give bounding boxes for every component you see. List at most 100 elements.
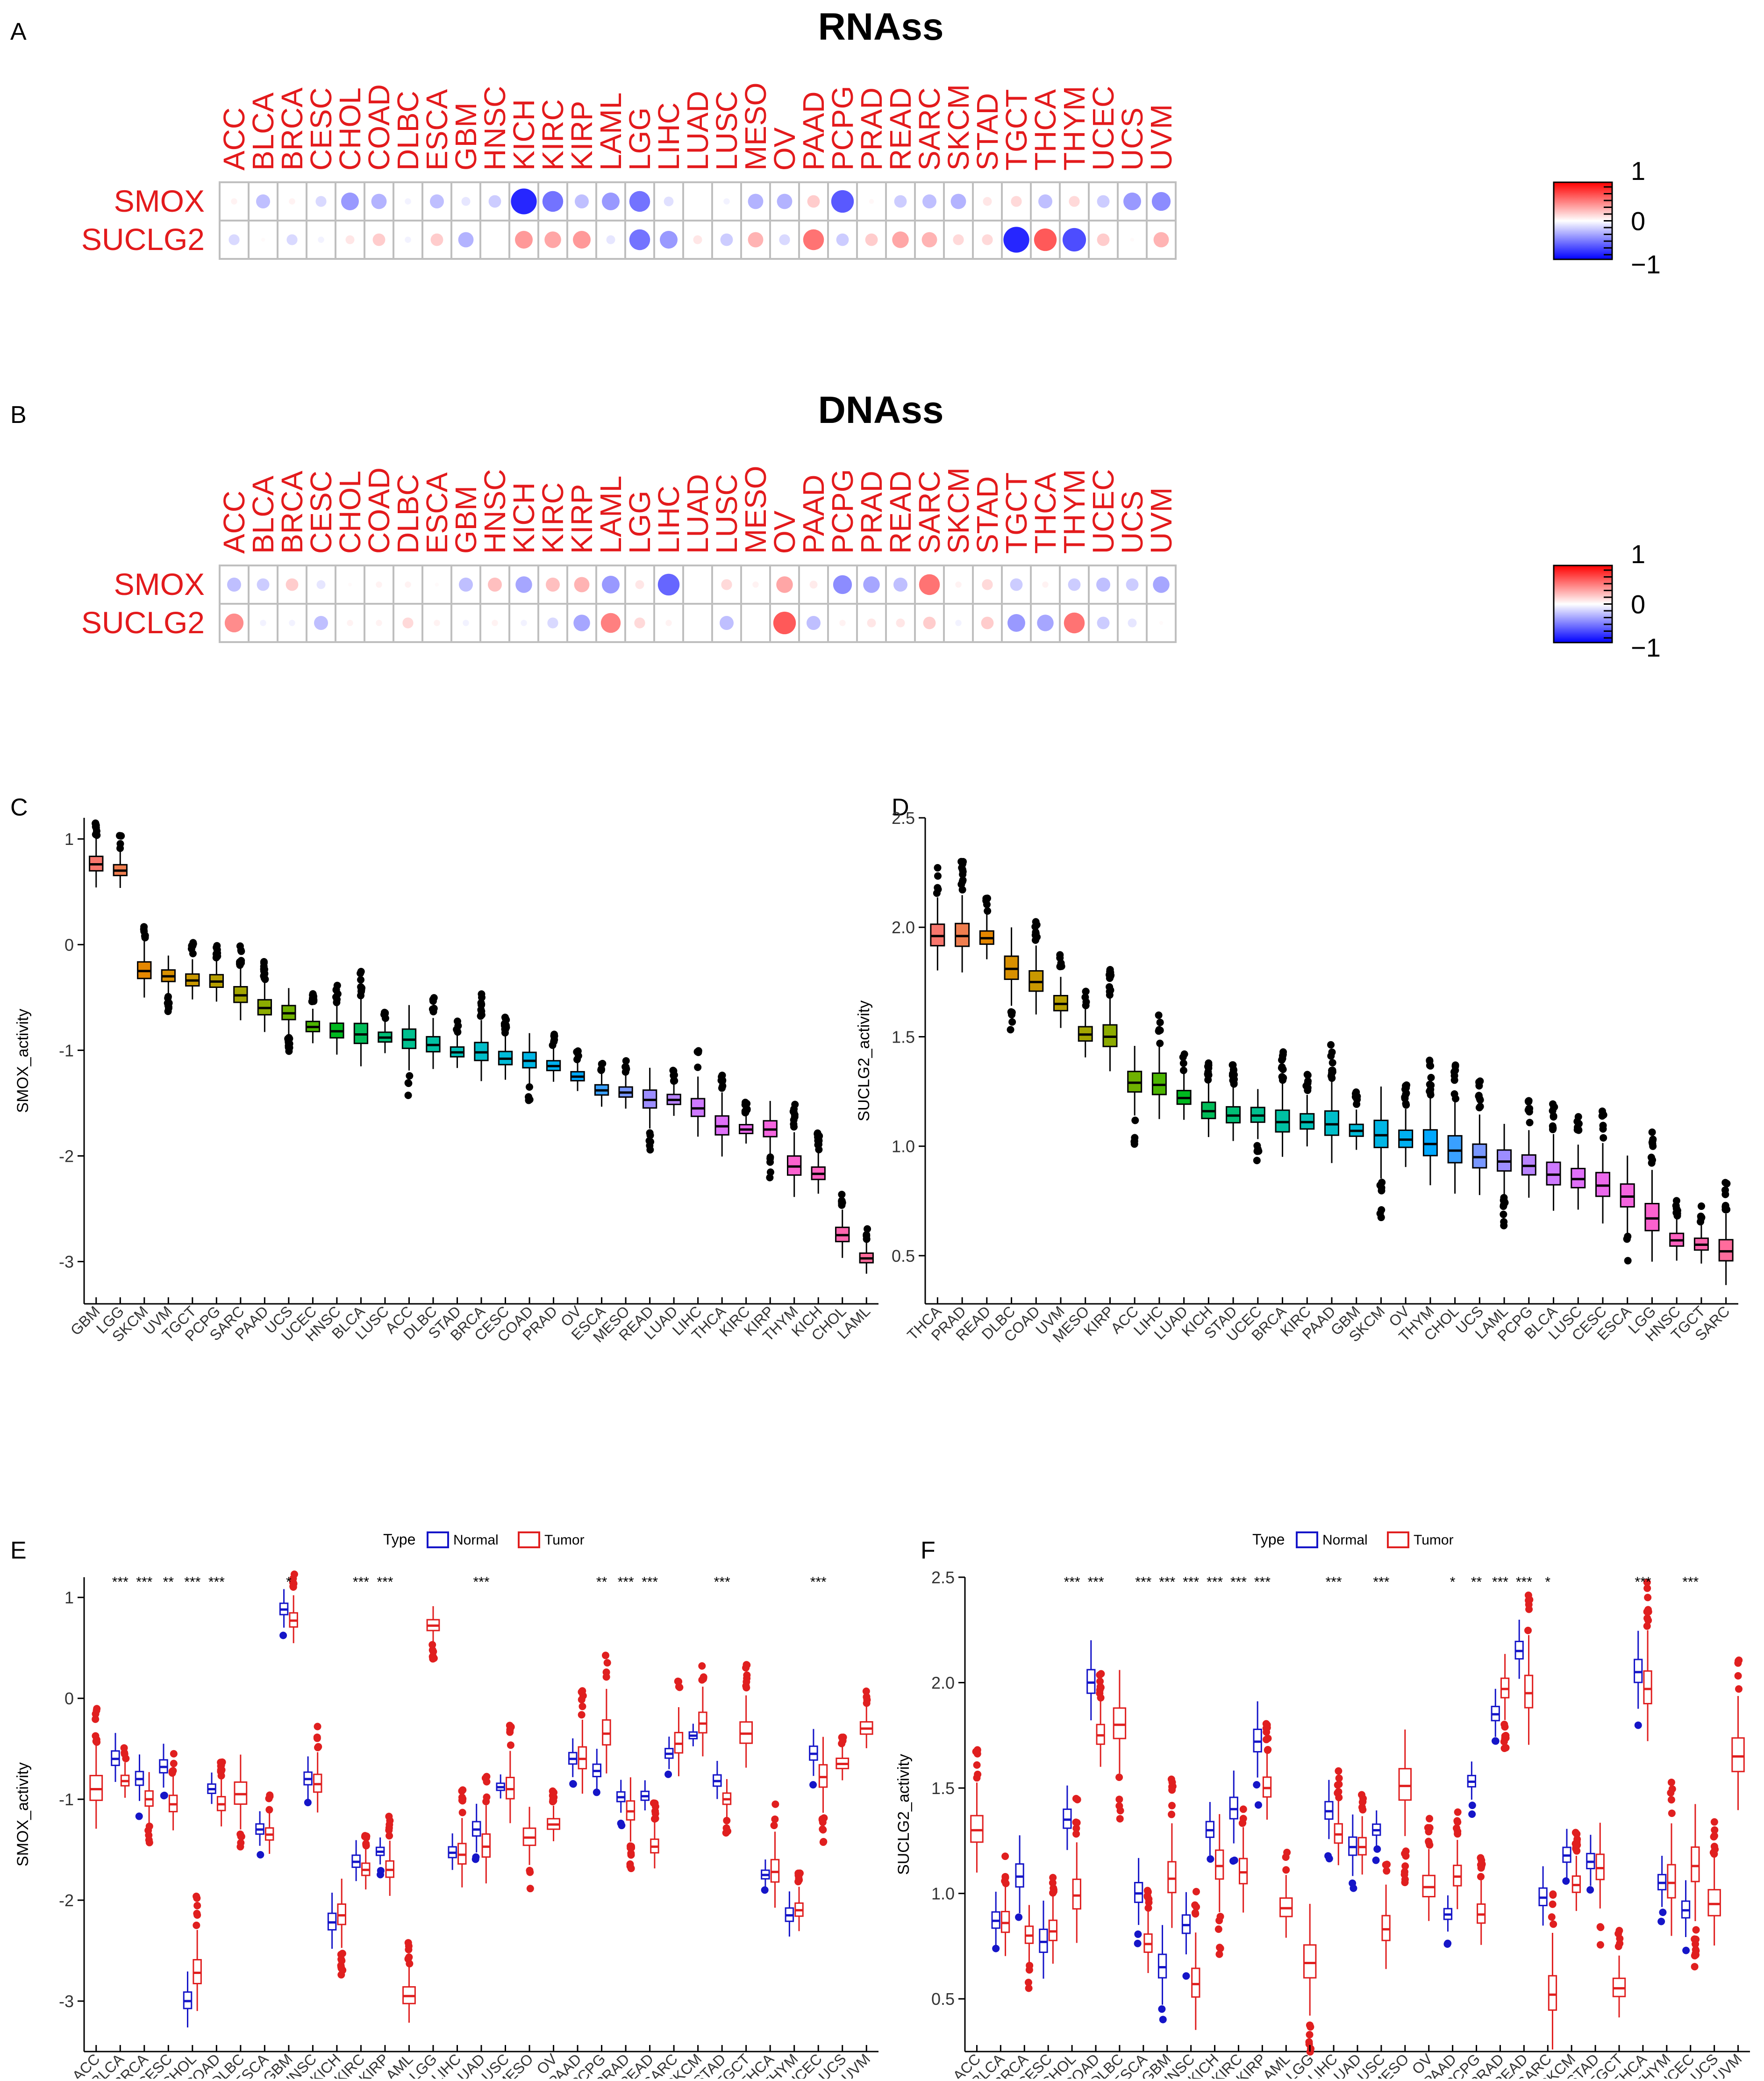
box-outlier <box>362 1840 370 1848</box>
box-outlier <box>193 1921 200 1929</box>
box-outlier <box>1072 1830 1080 1838</box>
box-outlier <box>218 1758 226 1766</box>
box-outlier <box>237 947 245 955</box>
box-outlier <box>1097 1683 1105 1691</box>
box-outlier <box>339 1966 347 1974</box>
significance-mark: *** <box>810 1574 827 1590</box>
heatmap-cell <box>479 220 510 260</box>
box-outlier <box>1156 1039 1164 1047</box>
box-outlier <box>814 1129 821 1137</box>
box-outlier <box>795 1876 803 1884</box>
box-body <box>193 1959 202 1985</box>
box-outlier <box>1216 1944 1224 1952</box>
heatmap-circle <box>922 194 936 208</box>
legend-title: Type <box>383 1531 415 1548</box>
significance-mark: *** <box>1326 1574 1342 1590</box>
box-outlier <box>1524 1591 1532 1599</box>
box-outlier <box>1401 1879 1409 1887</box>
box-outlier <box>1328 1069 1336 1077</box>
box-outlier <box>1596 1923 1604 1931</box>
heatmap-circle <box>602 193 620 210</box>
box-outlier <box>406 1072 414 1080</box>
box-outlier <box>1450 1090 1458 1098</box>
box-outlier <box>1116 1807 1124 1815</box>
box-outlier <box>1426 1057 1434 1065</box>
y-tick-label: 1.5 <box>931 1779 955 1798</box>
heatmap-column-label: GBM <box>449 486 483 554</box>
y-tick-label: 1 <box>64 830 74 849</box>
significance-mark: *** <box>1135 1574 1151 1590</box>
box-outlier <box>593 1788 600 1796</box>
box-body <box>1643 1670 1652 1704</box>
colorbar-tick-label: 1 <box>1631 156 1645 186</box>
heatmap-column-label: READ <box>884 471 917 554</box>
box-outlier <box>1279 1051 1287 1058</box>
heatmap-column-label: LUAD <box>681 474 714 554</box>
box-outlier <box>838 1190 846 1198</box>
heatmap-column-label: KIRP <box>565 101 599 171</box>
heatmap-circle <box>892 231 909 248</box>
panel-label-A: A <box>10 18 27 45</box>
box-outlier <box>723 1816 731 1824</box>
heatmap-circle <box>231 198 237 205</box>
box-outlier <box>429 1646 436 1654</box>
box-outlier <box>1182 1972 1190 1980</box>
heatmap-circle <box>345 235 355 244</box>
heatmap-column-label: ESCA <box>420 472 454 554</box>
box-body <box>1472 1143 1487 1169</box>
heatmap-column-label: SARC <box>913 87 946 171</box>
heatmap-circle <box>721 579 732 590</box>
box-outlier <box>1450 1068 1458 1076</box>
box-outlier <box>1698 1214 1706 1222</box>
heatmap-circle <box>836 233 849 246</box>
heatmap-circle <box>405 236 411 243</box>
box-outlier <box>1477 1864 1485 1872</box>
box-outlier <box>838 1197 846 1205</box>
heatmap-circle <box>803 229 824 250</box>
y-tick-label: 2.5 <box>931 1568 955 1587</box>
box-outlier <box>957 880 965 888</box>
heatmap-circle <box>919 574 940 595</box>
box-outlier <box>170 1750 178 1758</box>
box-outlier <box>1500 1738 1508 1745</box>
box-outlier <box>1304 1071 1312 1079</box>
box-outlier <box>1179 1059 1187 1067</box>
heatmap-column-label: KIRC <box>536 482 570 554</box>
box-outlier <box>1401 1862 1409 1870</box>
box-outlier <box>164 999 172 1007</box>
boxplot-panel-F: 2.5 2.0 1.5 1.0 0.5 SUCLG2_activity Type Normal… <box>895 1531 1750 2081</box>
heatmap-column-label: KICH <box>507 482 541 554</box>
heatmap-circle <box>809 580 818 589</box>
box-outlier <box>1327 1041 1335 1049</box>
box-outlier <box>1278 1063 1286 1071</box>
heatmap-circle <box>635 580 644 589</box>
heatmap-circle <box>1007 614 1025 632</box>
box-outlier <box>597 1065 605 1073</box>
box-outlier <box>1229 1061 1237 1069</box>
heatmap-circle <box>723 198 730 205</box>
box-outlier <box>1001 1852 1009 1860</box>
box-outlier <box>1667 1778 1675 1786</box>
box-outlier <box>116 832 124 840</box>
box-outlier <box>1057 962 1065 970</box>
y-tick-label: -2 <box>59 1891 74 1910</box>
box-outlier <box>1667 1796 1675 1804</box>
box-outlier <box>1735 1685 1743 1693</box>
box-body <box>1422 1129 1438 1157</box>
heatmap-column-label: THCA <box>1028 472 1062 554</box>
heatmap-circle <box>773 611 796 635</box>
box-outlier <box>1643 1584 1651 1592</box>
heatmap-cell <box>508 220 539 260</box>
box-body <box>970 1815 984 1843</box>
heatmap-cell <box>740 603 771 643</box>
box-outlier <box>1402 1082 1410 1090</box>
box-outlier <box>1304 1077 1312 1085</box>
box-outlier <box>1598 1112 1606 1120</box>
box-outlier <box>92 1732 100 1740</box>
box-body <box>1381 1915 1391 1941</box>
box-outlier <box>1475 1092 1483 1100</box>
box-outlier <box>304 1799 312 1807</box>
box-outlier <box>214 952 221 960</box>
box-outlier <box>1586 1886 1594 1894</box>
heatmap-column-label: READ <box>884 87 917 171</box>
